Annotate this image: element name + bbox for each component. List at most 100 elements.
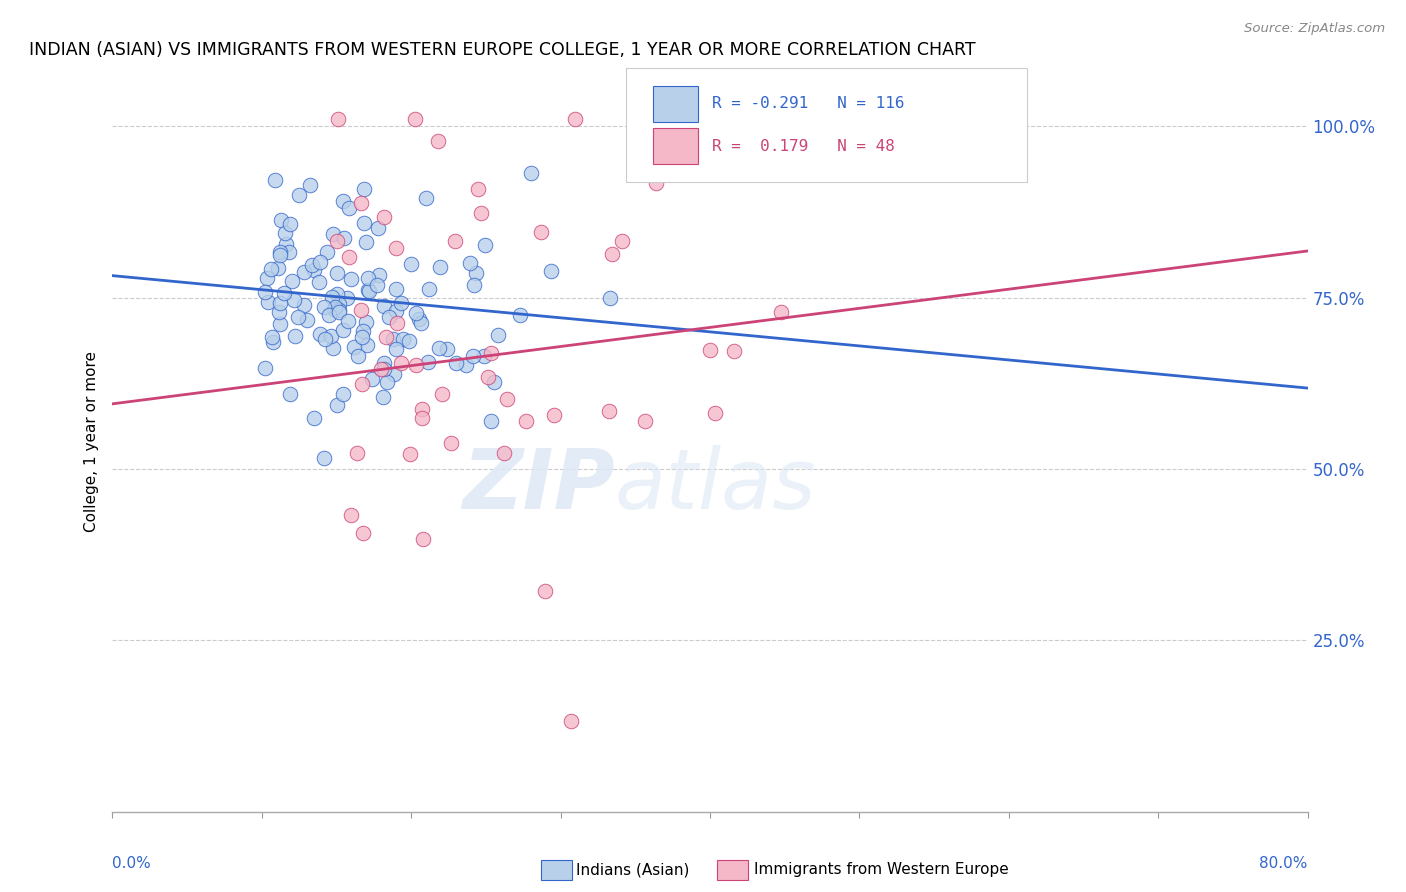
Point [292,265,315,279]
FancyBboxPatch shape [652,87,699,121]
Point [398,334,420,348]
Point [366,278,388,293]
Point [352,526,374,541]
Point [350,376,373,391]
Point [600,247,623,261]
Point [269,245,291,260]
Point [599,291,621,305]
Text: 80.0%: 80.0% [1260,856,1308,871]
Point [560,714,582,728]
Point [353,216,375,230]
Point [384,282,406,296]
Point [253,285,276,300]
Point [356,315,378,329]
Text: R =  0.179   N = 48: R = 0.179 N = 48 [713,138,896,153]
Point [287,310,309,324]
Point [415,191,437,205]
Point [370,362,392,376]
Point [336,291,359,305]
Point [644,177,666,191]
Point [444,356,467,370]
Point [278,244,301,259]
Point [534,584,557,599]
Point [350,303,373,318]
Point [769,305,792,319]
Point [509,308,531,322]
Point [356,338,378,352]
Point [264,173,287,187]
Point [515,413,537,427]
Point [269,296,291,310]
Text: Source: ZipAtlas.com: Source: ZipAtlas.com [1244,22,1385,36]
Point [323,301,346,315]
Point [405,358,427,372]
Point [269,317,291,331]
Point [332,387,354,401]
Point [350,195,373,210]
Point [352,324,374,338]
Point [405,305,427,319]
Point [325,266,347,280]
Point [262,334,284,349]
Point [321,227,343,241]
Point [411,411,433,425]
Point [703,407,725,421]
Point [316,245,339,260]
Point [319,328,342,343]
Point [378,310,401,324]
Point [368,268,391,283]
Point [408,311,430,326]
Point [328,305,350,319]
Point [328,297,350,311]
Point [543,408,565,422]
Point [318,308,340,322]
Point [530,225,553,239]
Point [299,178,322,193]
Point [340,272,363,286]
Point [385,241,408,255]
Point [456,358,478,372]
Point [321,290,343,304]
Point [326,398,349,412]
Point [280,218,302,232]
Point [429,260,451,274]
Point [308,276,330,290]
Point [426,134,449,148]
Point [391,295,413,310]
Point [302,263,325,277]
Point [699,343,721,357]
Point [474,237,496,252]
Point [598,404,620,418]
Point [367,220,389,235]
Point [260,329,283,343]
Point [470,206,492,220]
Text: 0.0%: 0.0% [112,856,152,871]
FancyBboxPatch shape [652,128,699,164]
Point [257,294,280,309]
Point [294,298,316,312]
Point [486,328,509,343]
Point [356,235,378,249]
Point [356,283,378,297]
Point [436,342,458,356]
Text: R = -0.291   N = 116: R = -0.291 N = 116 [713,96,905,112]
Point [332,323,354,337]
Point [411,402,433,417]
Point [273,286,295,301]
Point [347,349,370,363]
Point [260,262,283,277]
Point [492,446,515,460]
Point [371,390,394,404]
Point [309,254,332,268]
Point [312,451,335,466]
Point [266,260,288,275]
Point [269,248,291,262]
Text: atlas: atlas [614,445,815,526]
Point [382,332,405,346]
Point [418,283,440,297]
Y-axis label: College, 1 year or more: College, 1 year or more [84,351,100,532]
Point [270,213,292,227]
Point [308,327,330,342]
Point [373,356,395,370]
Point [482,376,505,390]
